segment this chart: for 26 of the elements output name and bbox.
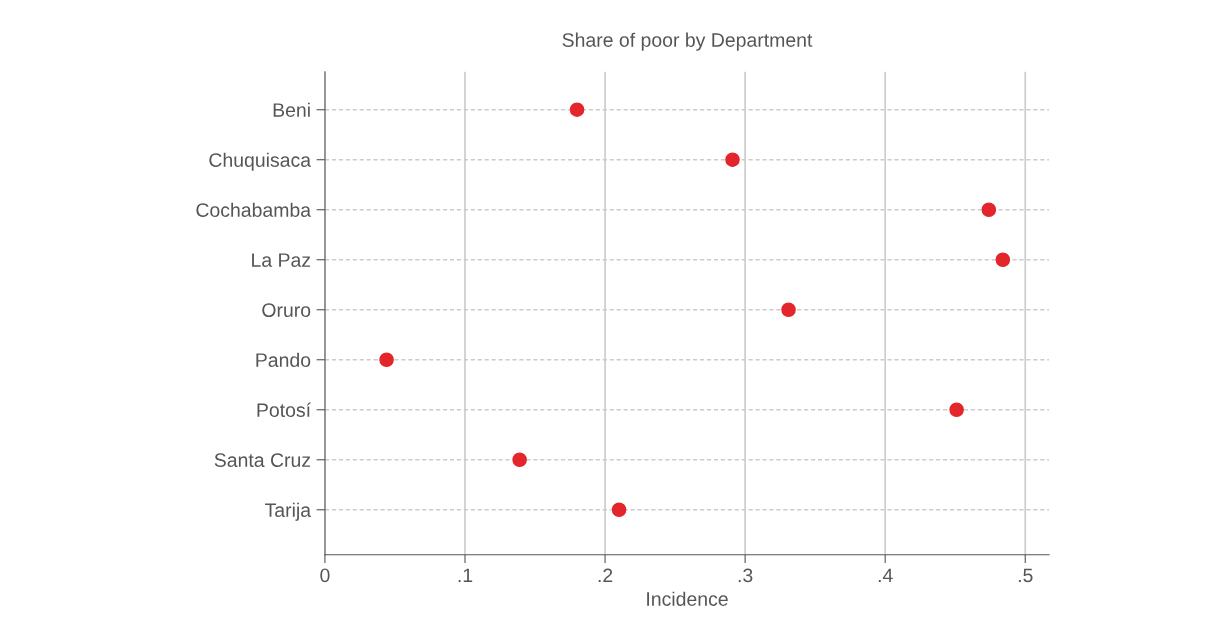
- x-tick-label: 0: [320, 568, 330, 583]
- y-tick-label: Beni: [273, 102, 310, 117]
- y-tick-label: La Paz: [252, 253, 311, 267]
- point: [379, 352, 394, 368]
- point: [781, 302, 796, 318]
- point: [611, 502, 627, 518]
- x-tick-label: .2: [598, 568, 613, 583]
- y-tick-label: Oruro: [262, 303, 311, 317]
- point: [512, 452, 527, 468]
- y-tick-label: Santa Cruz: [214, 453, 311, 467]
- point: [725, 152, 740, 168]
- y-tick-label: Tarija: [265, 502, 312, 521]
- x-axis-title: Incidence: [647, 591, 728, 606]
- x-tick-label: .5: [1018, 568, 1033, 583]
- chart-title: Share of poor by Department: [562, 32, 813, 51]
- point: [949, 402, 964, 418]
- point: [995, 252, 1011, 268]
- point: [569, 102, 585, 117]
- y-tick-label: Cochabamba: [196, 202, 312, 217]
- x-tick-label: .1: [458, 568, 473, 583]
- point: [981, 202, 997, 218]
- y-tick-label: Pando: [256, 352, 311, 367]
- x-tick-label: .4: [878, 568, 893, 583]
- y-tick-label: Chuquisaca: [209, 152, 312, 171]
- x-tick-label: .3: [738, 568, 753, 583]
- y-tick-label: Potosí: [257, 402, 311, 417]
